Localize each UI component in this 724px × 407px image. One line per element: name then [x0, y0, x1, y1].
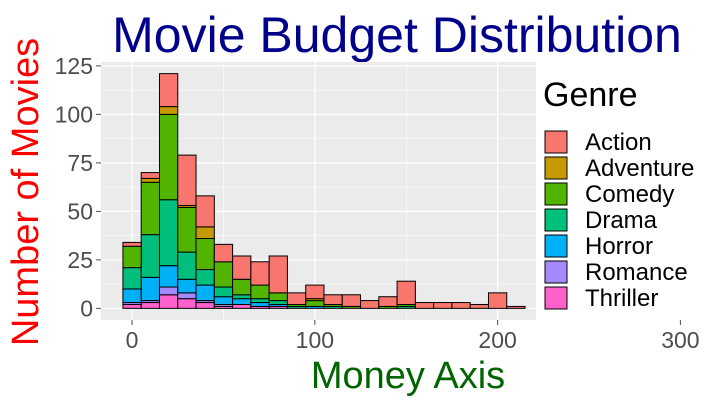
- bars-group: [122, 73, 526, 309]
- bar-action: [506, 305, 526, 309]
- bar-action: [433, 302, 453, 309]
- legend-key-action: [544, 130, 568, 154]
- legend-key-comedy: [544, 182, 568, 206]
- bar-action: [305, 284, 325, 300]
- bar-drama: [158, 199, 179, 267]
- x-tick-label: 300: [661, 327, 699, 353]
- y-tick-label: 50: [67, 198, 93, 224]
- bar-action: [341, 294, 362, 307]
- y-axis-label: Number of Movies: [5, 38, 47, 346]
- bar-comedy: [305, 300, 325, 307]
- bar-adventure: [140, 177, 160, 183]
- bar-comedy: [177, 206, 197, 253]
- bar-drama: [122, 267, 142, 290]
- legend-key-horror: [544, 234, 568, 258]
- y-tick-label: 75: [67, 150, 93, 176]
- bar-action: [177, 154, 197, 207]
- x-tick-label: 0: [126, 327, 139, 353]
- bar-drama: [195, 269, 215, 286]
- legend-key-romance: [544, 260, 568, 284]
- bar-action: [378, 296, 398, 307]
- legend-label-comedy: Comedy: [585, 181, 674, 208]
- bar-drama: [232, 294, 252, 300]
- chart-title: Movie Budget Distribution: [112, 7, 682, 63]
- legend-key-adventure: [544, 156, 568, 180]
- bar-thriller: [122, 303, 142, 309]
- bar-thriller: [232, 303, 252, 309]
- bar-horror: [195, 284, 215, 302]
- bar-horror: [177, 278, 197, 294]
- legend: Genre ActionAdventureComedyDramaHorrorRo…: [543, 76, 694, 312]
- bar-comedy: [232, 278, 252, 296]
- y-tick-label: 100: [55, 101, 93, 127]
- x-tick-label: 200: [478, 327, 516, 353]
- legend-label-romance: Romance: [585, 259, 688, 286]
- x-axis-ticks: 0 100 200 300: [126, 320, 700, 353]
- bar-action: [286, 292, 307, 305]
- legend-label-action: Action: [585, 129, 652, 156]
- bar-comedy: [122, 245, 142, 269]
- bar-action: [158, 73, 179, 108]
- y-tick-label: 0: [80, 295, 93, 321]
- bar-action: [323, 294, 343, 305]
- bar-thriller: [195, 302, 215, 309]
- bar-comedy: [213, 261, 234, 288]
- legend-label-drama: Drama: [585, 207, 658, 234]
- bar-action: [250, 261, 270, 286]
- bar-action: [396, 280, 416, 305]
- bar-horror: [250, 302, 270, 307]
- bar-action: [451, 302, 471, 309]
- bar-action: [268, 255, 288, 294]
- bar-action: [360, 300, 380, 309]
- legend-label-adventure: Adventure: [585, 155, 694, 182]
- bar-romance: [177, 292, 197, 300]
- bar-horror: [122, 288, 142, 304]
- bar-comedy: [250, 284, 270, 300]
- bar-adventure: [158, 106, 179, 115]
- x-axis-label: Money Axis: [311, 355, 505, 397]
- bar-action: [122, 241, 142, 247]
- bar-horror: [140, 276, 160, 302]
- bar-action: [469, 303, 489, 309]
- bar-comedy: [268, 292, 288, 302]
- bar-drama: [250, 298, 270, 304]
- bar-comedy: [158, 113, 179, 201]
- legend-label-thriller: Thriller: [585, 285, 658, 312]
- bar-horror: [232, 298, 252, 305]
- bar-drama: [213, 286, 234, 298]
- bar-romance: [158, 286, 179, 296]
- bar-thriller: [140, 302, 160, 309]
- bar-drama: [140, 234, 160, 278]
- y-tick-label: 125: [55, 53, 93, 79]
- bar-horror: [213, 296, 234, 305]
- bar-comedy: [140, 181, 160, 236]
- bar-action: [232, 255, 252, 280]
- legend-label-horror: Horror: [585, 233, 653, 260]
- bar-drama: [177, 251, 197, 280]
- bar-action: [195, 195, 215, 228]
- legend-key-drama: [544, 208, 568, 232]
- bar-adventure: [195, 226, 215, 240]
- bar-action: [140, 172, 160, 179]
- y-axis-ticks: 0 25 50 75 100 125: [55, 53, 101, 321]
- legend-key-thriller: [544, 286, 568, 310]
- y-tick-label: 25: [67, 247, 93, 273]
- bar-action: [414, 302, 435, 309]
- bar-thriller: [158, 294, 179, 309]
- bar-action: [213, 243, 234, 263]
- bar-horror: [158, 265, 179, 288]
- x-tick-label: 100: [296, 327, 334, 353]
- bar-action: [487, 292, 508, 309]
- bar-thriller: [177, 298, 197, 309]
- legend-title: Genre: [543, 76, 638, 114]
- bar-drama: [268, 300, 288, 305]
- bar-comedy: [195, 238, 215, 271]
